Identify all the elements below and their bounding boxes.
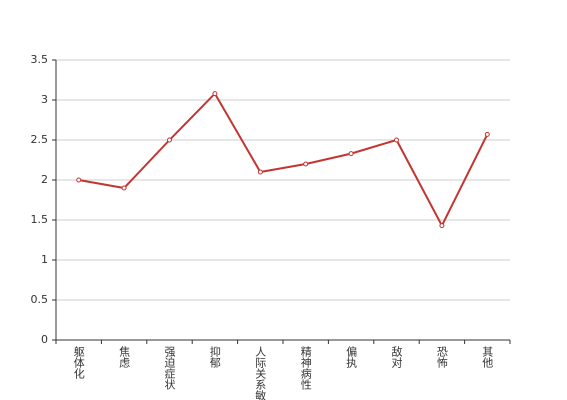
point <box>484 131 490 137</box>
x-tick-label: 焦虑 <box>118 346 131 368</box>
point <box>439 223 445 229</box>
point <box>76 177 82 183</box>
x-tick-label: 强迫症状 <box>163 346 176 390</box>
y-tick-label: 2.5 <box>31 133 49 146</box>
x-tick-label: 偏执 <box>345 345 358 369</box>
point <box>303 161 309 167</box>
point <box>394 137 399 143</box>
x-tick-label: 其他 <box>481 346 494 368</box>
y-tick-label: 3 <box>41 93 48 106</box>
x-tick-label: 躯体化 <box>72 346 85 380</box>
point <box>348 151 354 157</box>
x-tick-label: 抑郁 <box>208 345 221 368</box>
point <box>212 91 218 97</box>
y-tick-label: 2 <box>41 173 48 186</box>
point <box>121 185 127 191</box>
x-tick-label: 人际关系敏感 <box>254 346 267 400</box>
y-tick-label: 0.5 <box>31 293 49 306</box>
y-tick-label: 3.5 <box>31 53 49 66</box>
y-tick-label: 1 <box>41 253 48 266</box>
y-tick-label: 1.5 <box>31 213 49 226</box>
x-tick-label: 精神病性 <box>299 346 312 391</box>
line <box>78 91 489 228</box>
x-tick-label: 敌对 <box>390 345 403 368</box>
x-tick-label: 恐怖 <box>435 346 448 368</box>
point <box>257 169 263 175</box>
y-tick-label: 0 <box>41 333 48 346</box>
point <box>167 137 172 143</box>
